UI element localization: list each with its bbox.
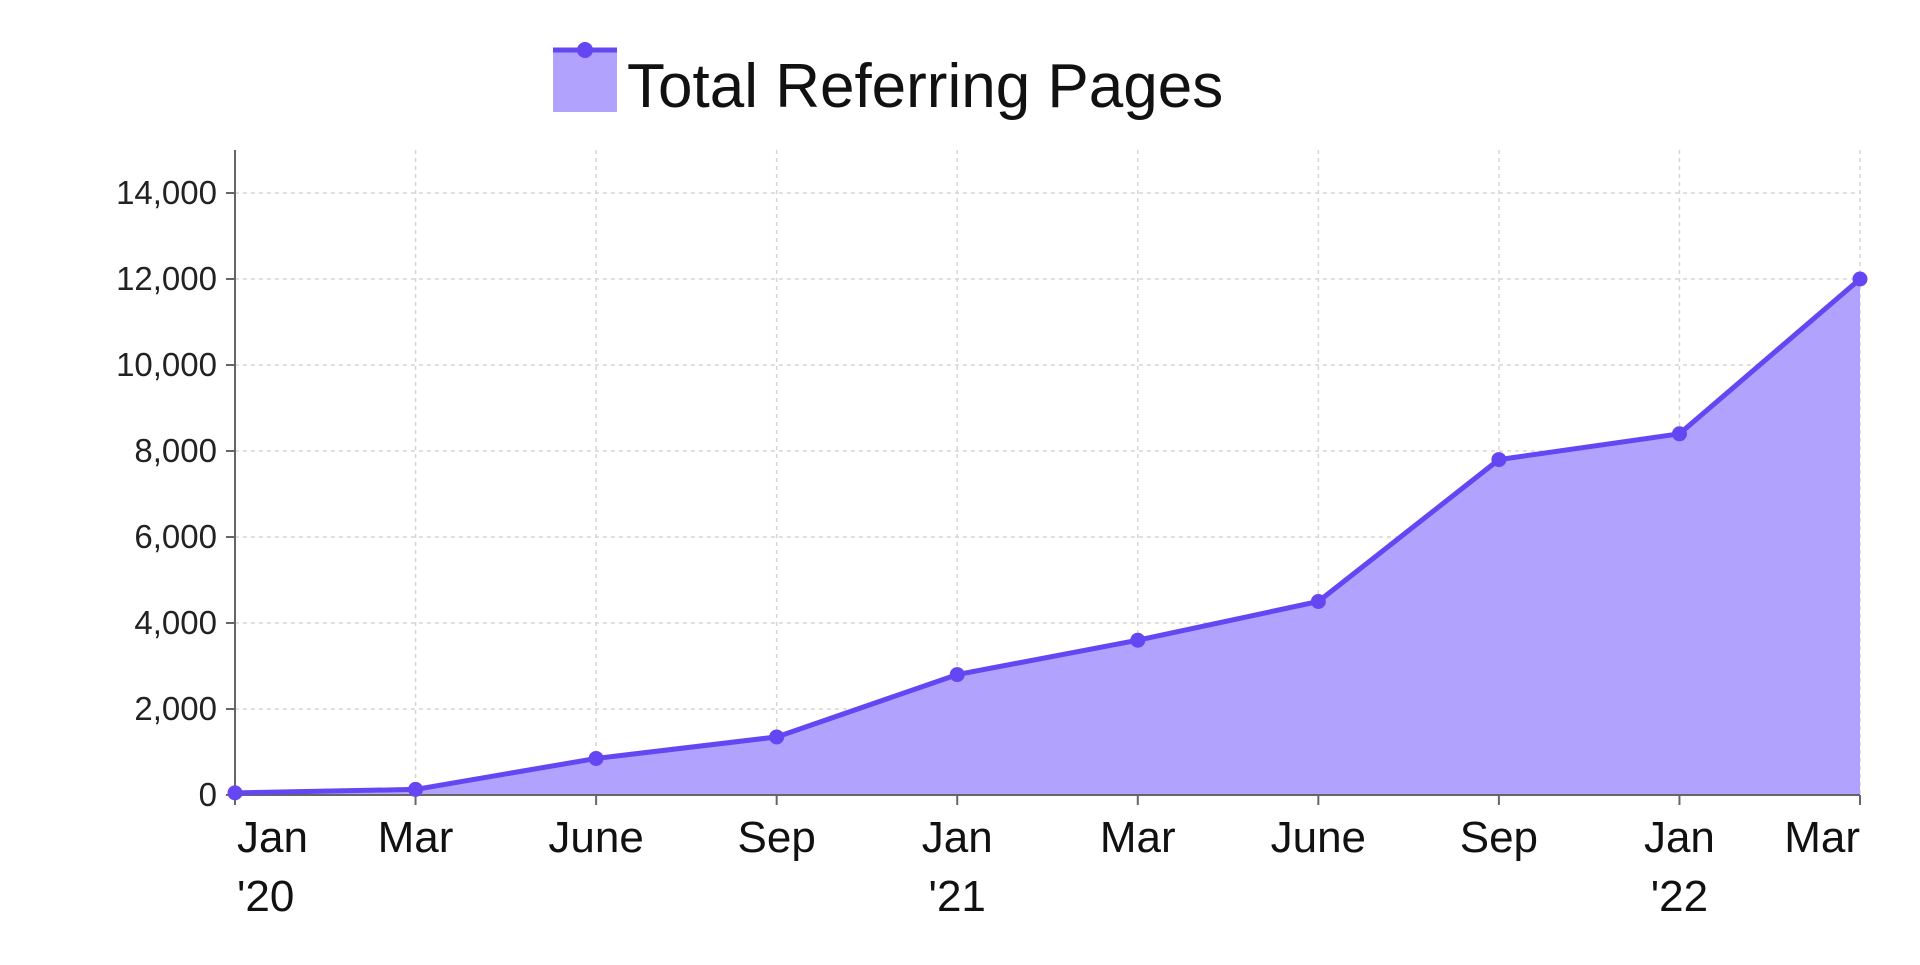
x-tick-label-year: '21 (929, 872, 986, 921)
series-line (232, 276, 1863, 796)
y-tick-label: 6,000 (134, 518, 217, 555)
data-point (227, 785, 243, 801)
x-tick-label-month: Sep (1460, 813, 1538, 862)
y-axis-ticks: 0 2,000 4,000 6,000 8,000 10,000 12,000 14,000 (116, 174, 217, 813)
x-tick-label-month: June (1271, 813, 1366, 862)
x-tick-label-month: Mar (1100, 813, 1176, 862)
x-tick-label-month: Mar (1784, 813, 1860, 862)
data-point (1671, 426, 1687, 442)
data-point (408, 781, 424, 797)
y-tick-label: 0 (199, 776, 217, 813)
data-point (949, 667, 965, 683)
y-tick-label: 4,000 (134, 604, 217, 641)
legend: Total Referring Pages (553, 42, 1223, 121)
y-tick-label: 8,000 (134, 432, 217, 469)
line-layer (232, 276, 1863, 796)
series-area (235, 279, 1860, 795)
markers (227, 271, 1868, 801)
x-tick-label-month: Jan (922, 813, 993, 862)
x-tick-label-year: '22 (1651, 872, 1708, 921)
data-point (1491, 452, 1507, 468)
y-tick-label: 12,000 (116, 260, 217, 297)
y-tick-label: 14,000 (116, 174, 217, 211)
data-point (1130, 632, 1146, 648)
data-point (769, 729, 785, 745)
x-tick-label-month: Mar (378, 813, 454, 862)
x-tick-label-month: Sep (738, 813, 816, 862)
x-tick-label-month: June (548, 813, 643, 862)
x-axis-ticks: Jan '20 Mar June Sep Jan '21 Mar June Sep Jan '22 Ma… (237, 813, 1860, 921)
legend-marker-sample (577, 42, 593, 58)
area-layer (235, 279, 1860, 795)
data-point (1310, 594, 1326, 609)
legend-swatch (553, 48, 617, 112)
x-tick-label-year: '20 (237, 872, 294, 921)
x-tick-label-month: Jan (237, 813, 308, 862)
data-point (1852, 271, 1868, 287)
y-tick-label: 10,000 (116, 346, 217, 383)
legend-label: Total Referring Pages (627, 52, 1223, 121)
data-point (588, 750, 604, 766)
y-tick-label: 2,000 (134, 690, 217, 727)
x-tick-label-month: Jan (1644, 813, 1715, 862)
